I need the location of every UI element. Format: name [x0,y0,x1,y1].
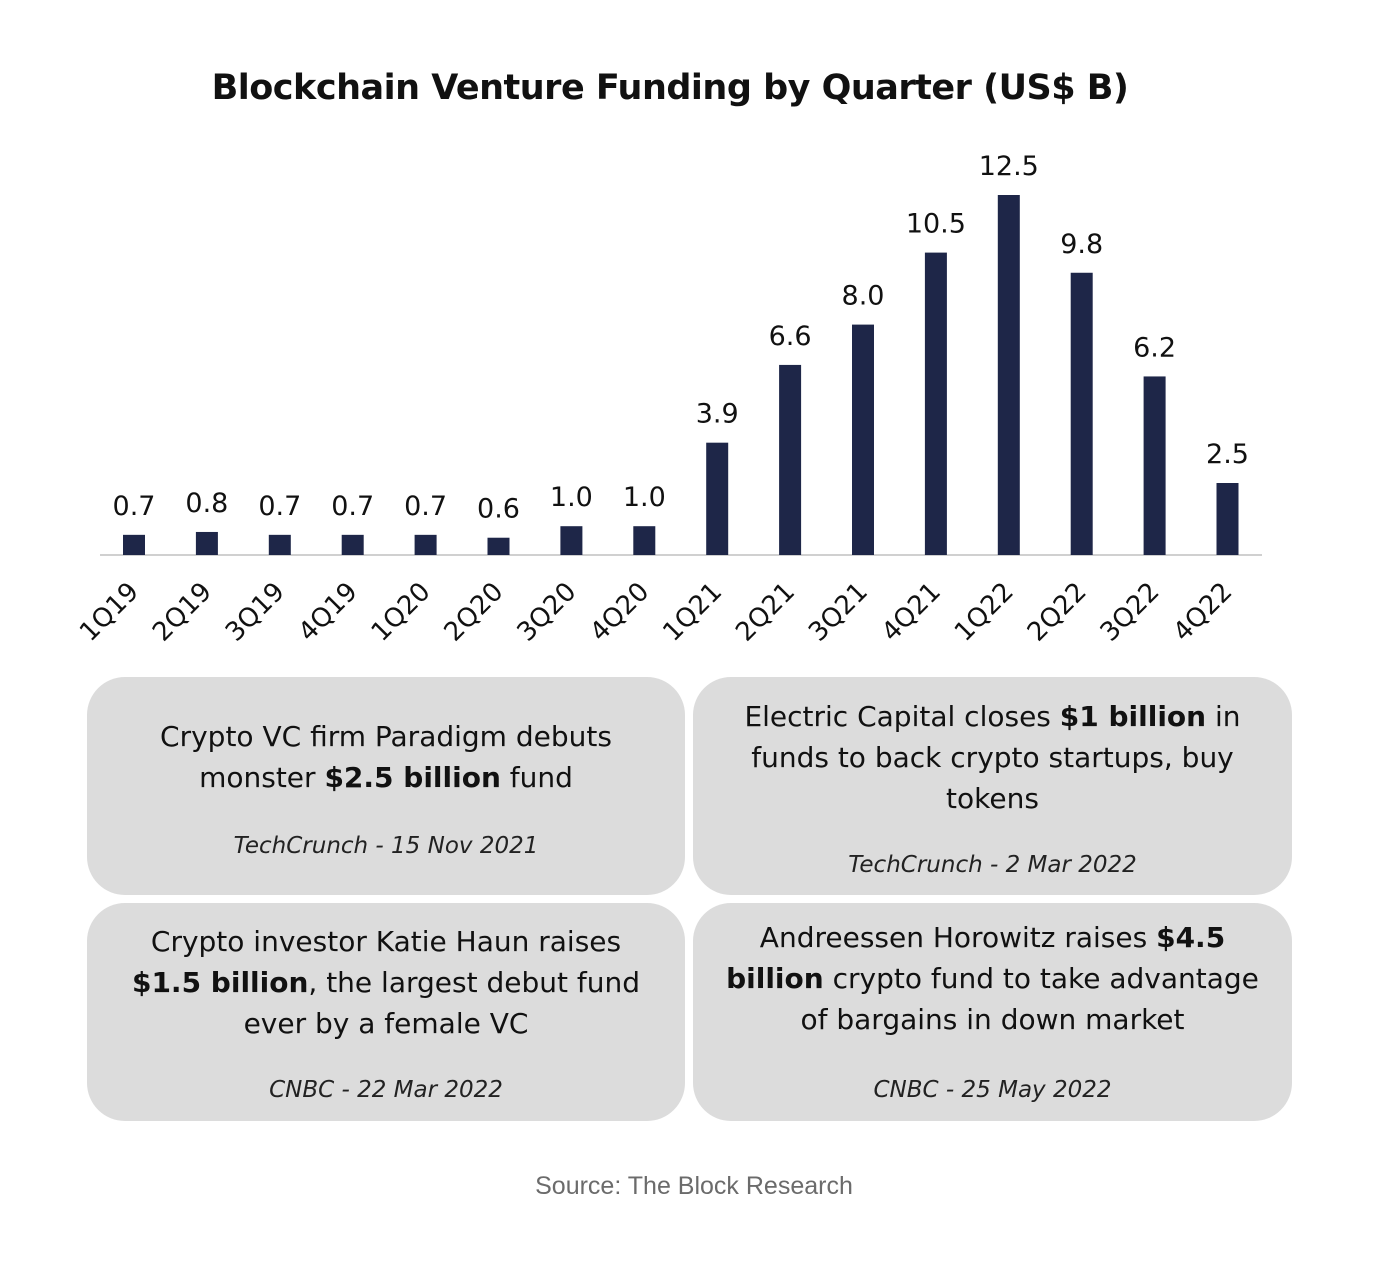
source-note: Source: The Block Research [535,1172,853,1200]
bar-2Q19 [195,531,218,555]
news-card-electric-capital: Electric Capital closes $1 billion in fu… [693,677,1292,895]
data-label-4Q20: 1.0 [623,482,666,513]
bar-3Q22 [1143,376,1166,555]
x-tick-label-3Q19: 3Q19 [220,577,291,648]
x-tick-label-1Q22: 1Q22 [949,577,1020,648]
x-tick-label-4Q21: 4Q21 [876,577,947,648]
bar-4Q19 [341,534,364,555]
card-headline: Crypto investor Katie Haun raises $1.5 b… [131,925,641,1040]
card-headline: Andreessen Horowitz raises $4.5 billion … [726,921,1259,1036]
x-tick-label-3Q21: 3Q21 [803,577,874,648]
bar-1Q21 [706,442,729,555]
chart-title: Blockchain Venture Funding by Quarter (U… [211,68,1129,108]
x-tick-label-1Q19: 1Q19 [74,577,145,648]
data-label-4Q22: 2.5 [1206,439,1249,470]
bar-1Q22 [997,195,1020,555]
bar-2Q20 [487,537,510,555]
bar-2Q22 [1070,272,1093,555]
data-label-1Q21: 3.9 [696,399,739,430]
news-card-andreessen-horowitz: Andreessen Horowitz raises $4.5 billion … [693,903,1292,1121]
data-label-2Q21: 6.6 [769,321,812,352]
card-citation: TechCrunch - 15 Nov 2021 [233,833,539,859]
x-tick-label-2Q21: 2Q21 [730,577,801,648]
bar-3Q21 [852,324,874,555]
data-label-1Q22: 12.5 [979,151,1039,182]
bar-4Q22 [1216,483,1239,555]
data-label-3Q19: 0.7 [258,491,301,522]
card-citation: CNBC - 25 May 2022 [873,1077,1112,1103]
bar-3Q19 [268,534,291,555]
x-tick-label-2Q20: 2Q20 [439,577,510,648]
bar-chart: 0.7 1Q19 0.8 2Q19 0.7 3Q19 0.7 4Q19 0.7 1Q20 0.6 2Q… [74,151,1262,648]
card-citation: CNBC - 22 Mar 2022 [269,1077,503,1103]
x-tick-label-1Q20: 1Q20 [366,577,437,648]
card-citation: TechCrunch - 2 Mar 2022 [848,852,1137,878]
bar-3Q20 [560,526,583,555]
data-label-4Q19: 0.7 [331,491,374,522]
x-tick-label-2Q19: 2Q19 [147,577,218,648]
x-tick-label-1Q21: 1Q21 [657,577,728,648]
x-tick-label-3Q20: 3Q20 [512,577,583,648]
data-label-1Q20: 0.7 [404,491,447,522]
x-tick-label-4Q22: 4Q22 [1168,577,1239,648]
bar-4Q21 [924,252,947,555]
bar-4Q20 [633,526,656,555]
x-tick-label-4Q20: 4Q20 [584,577,655,648]
data-label-1Q19: 0.7 [113,491,156,522]
x-tick-label-2Q22: 2Q22 [1022,577,1093,648]
news-card-paradigm: Crypto VC firm Paradigm debuts monster $… [87,677,685,895]
data-label-4Q21: 10.5 [906,209,966,240]
bar-1Q19 [123,534,145,555]
news-card-katie-haun: Crypto investor Katie Haun raises $1.5 b… [87,903,685,1121]
bar-1Q20 [414,534,437,555]
data-label-2Q19: 0.8 [185,488,228,519]
data-label-3Q21: 8.0 [842,281,885,312]
card-headline: Crypto VC firm Paradigm debuts monster $… [160,720,612,794]
data-label-3Q22: 6.2 [1133,332,1176,363]
card-headline: Electric Capital closes $1 billion in fu… [744,700,1241,815]
x-tick-label-4Q19: 4Q19 [293,577,364,648]
data-label-3Q20: 1.0 [550,482,593,513]
data-label-2Q22: 9.8 [1060,229,1103,260]
x-tick-label-3Q22: 3Q22 [1095,577,1166,648]
data-label-2Q20: 0.6 [477,494,520,525]
bar-2Q21 [779,364,802,555]
